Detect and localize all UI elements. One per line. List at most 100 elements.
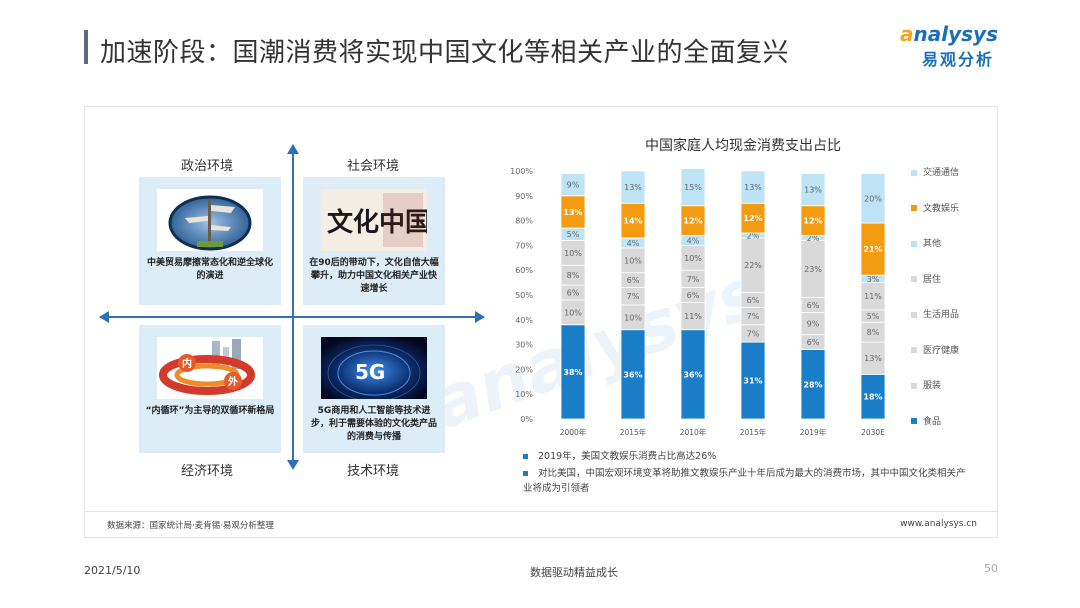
- x-tick-label: 2010年: [680, 427, 707, 437]
- legend-item: 文教娱乐: [911, 201, 959, 214]
- data-label: 11%: [684, 312, 702, 321]
- data-label: 5%: [867, 312, 880, 321]
- quadrant-economy: 内 外 “内循环”为主导的双循环新格局: [139, 325, 281, 453]
- quadrant-label-economy: 经济环境: [181, 464, 234, 479]
- data-label: 12%: [743, 214, 762, 223]
- page-number: 50: [984, 562, 998, 575]
- technology-text: 5G商用和人工智能等技术进步，利于需要体验的文化类产品的消费与传播: [310, 406, 437, 442]
- data-label: 2%: [807, 234, 820, 243]
- legend-item: 其他: [911, 236, 941, 249]
- data-label: 7%: [687, 275, 700, 284]
- logo-letter-a: a: [900, 22, 914, 46]
- quadrant-technology: 5G 5G商用和人工智能等技术进步，利于需要体验的文化类产品的消费与传播: [303, 325, 445, 453]
- x-tick-label: 2015年: [740, 427, 767, 437]
- data-label: 36%: [683, 370, 702, 379]
- data-label: 13%: [563, 208, 582, 217]
- data-label: 20%: [864, 194, 882, 203]
- quadrant-society: 文化中国 在90后的带动下，文化自信大幅攀升，助力中国文化相关产业快速增长: [303, 177, 445, 305]
- bar-segment: [680, 302, 706, 331]
- bar-segment: [740, 202, 766, 234]
- logo-text-en: nalysys: [913, 22, 998, 46]
- note-text: 对比美国，中国宏观环境变革将助推文教娱乐产业十年后成为最大的消费市场，其中中国文…: [523, 468, 966, 494]
- economy-text: “内循环”为主导的双循环新格局: [145, 406, 275, 416]
- bar-segment: [800, 205, 826, 236]
- data-label: 13%: [864, 354, 882, 363]
- legend-label: 其他: [923, 239, 942, 249]
- legend-label: 医疗健康: [923, 345, 960, 356]
- data-label: 13%: [744, 183, 762, 192]
- data-label: 2%: [747, 231, 760, 240]
- y-tick-label: 30%: [515, 341, 533, 350]
- data-label: 6%: [807, 338, 820, 347]
- data-label: 22%: [744, 261, 762, 270]
- horizontal-axis-arrow: [99, 311, 485, 323]
- note-text: 2019年，美国文教娱乐消费占比高达26%: [538, 451, 717, 462]
- y-tick-label: 10%: [515, 390, 533, 399]
- note-item: 2019年，美国文教娱乐消费占比高达26%: [523, 449, 973, 464]
- data-label: 8%: [567, 271, 580, 280]
- note-bullet-icon: [523, 471, 528, 476]
- bar-segment: [620, 170, 646, 204]
- bar-segment: [680, 168, 706, 207]
- page-title: 加速阶段：国潮消费将实现中国文化等相关产业的全面复兴: [100, 38, 790, 68]
- legend-label: 交通通信: [923, 168, 960, 178]
- vertical-axis-arrow: [287, 144, 299, 470]
- y-tick-label: 60%: [515, 266, 533, 275]
- quadrant-politics: 中美贸易摩擦常态化和逆全球化的演进: [139, 177, 281, 305]
- website-link[interactable]: www.analysys.cn: [900, 519, 977, 529]
- data-label: 6%: [687, 291, 700, 300]
- data-label: 14%: [623, 217, 642, 226]
- data-label: 21%: [863, 245, 882, 254]
- bar-segment: [860, 173, 886, 224]
- data-label: 10%: [564, 249, 582, 258]
- data-label: 10%: [684, 254, 702, 263]
- legend-swatch-icon: [911, 276, 917, 282]
- bar-segment: [800, 173, 826, 207]
- bar-segment: [680, 205, 706, 236]
- divider: [85, 511, 997, 512]
- data-label: 3%: [867, 275, 880, 284]
- data-label: 9%: [807, 320, 820, 329]
- data-label: 12%: [683, 217, 702, 226]
- data-label: 13%: [804, 186, 822, 195]
- y-tick-label: 70%: [515, 241, 533, 250]
- y-tick-label: 0%: [520, 415, 533, 424]
- data-label: 18%: [863, 393, 882, 402]
- footer-slogan: 数据驱动精益成长: [530, 566, 618, 579]
- data-label: 6%: [747, 296, 760, 305]
- y-tick-label: 100%: [510, 167, 533, 176]
- bar-segment: [620, 247, 646, 274]
- quadrant-label-politics: 政治环境: [181, 159, 234, 174]
- analysys-logo: analysys 易观分析: [900, 22, 1010, 82]
- y-tick-label: 50%: [515, 291, 533, 300]
- y-tick-label: 40%: [515, 316, 533, 325]
- legend-item: 食品: [911, 414, 941, 427]
- bar-segment: [740, 170, 766, 204]
- legend-swatch-icon: [911, 240, 917, 247]
- quadrant-label-society: 社会环境: [347, 159, 400, 174]
- chart-title: 中国家庭人均现金消费支出占比: [645, 138, 841, 154]
- y-tick-label: 20%: [515, 365, 533, 374]
- economy-image: 内 外: [157, 337, 263, 399]
- data-label: 28%: [803, 380, 822, 389]
- data-label: 36%: [623, 370, 642, 379]
- legend-swatch-icon: [911, 382, 917, 389]
- x-tick-label: 2015年: [620, 427, 647, 437]
- legend-label: 生活用品: [923, 310, 960, 320]
- stacked-bar-chart: 0% 10% 20% 30% 40% 50% 60% 70% 80% 90% 100% 38% 10% 6…: [510, 167, 886, 437]
- bar-segment: [560, 173, 586, 197]
- legend-label: 食品: [923, 416, 942, 427]
- x-tick-label: 2019年: [800, 427, 827, 437]
- data-label: 9%: [567, 181, 580, 190]
- data-label: 6%: [627, 276, 640, 285]
- footer-date: 2021/5/10: [84, 564, 141, 577]
- legend-item: 生活用品: [911, 307, 959, 320]
- data-label: 5%: [567, 230, 580, 239]
- politics-image: [157, 189, 263, 251]
- legend-swatch-icon: [911, 418, 917, 424]
- bar-segment: [560, 324, 586, 420]
- data-label: 6%: [807, 301, 820, 310]
- data-label: 7%: [627, 292, 640, 301]
- legend-item: 服装: [911, 378, 941, 391]
- bar-segment: [860, 341, 886, 375]
